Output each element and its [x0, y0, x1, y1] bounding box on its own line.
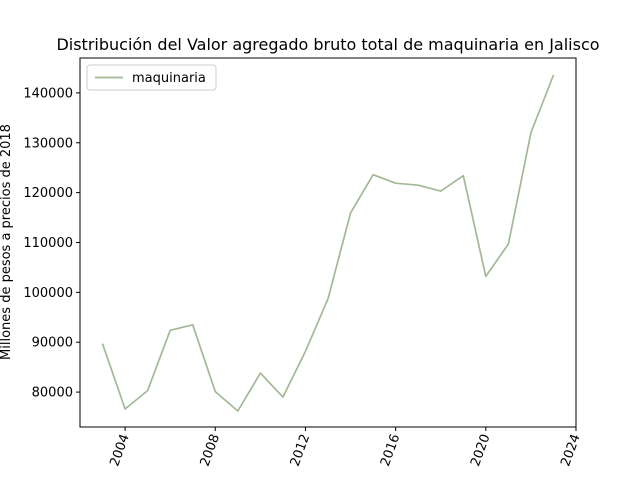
x-tick-label: 2004: [107, 432, 132, 468]
x-tick-label: 2016: [378, 432, 403, 468]
y-tick-label: 130000: [23, 136, 73, 151]
plot-area: 80000 90000 100000 110000 120000 130000 140000…: [23, 57, 584, 468]
y-tick-label: 110000: [23, 236, 73, 251]
x-tick-label: 2020: [468, 432, 493, 468]
y-tick-label: 140000: [23, 86, 73, 101]
y-tick-label: 100000: [23, 286, 73, 301]
y-tick-label: 90000: [32, 336, 73, 351]
series-line-maquinaria: [101, 74, 555, 412]
chart-title: Distribución del Valor agregado bruto to…: [56, 35, 599, 54]
y-tick-label: 80000: [32, 386, 73, 401]
legend-box: [86, 64, 217, 91]
x-tick-label: 2012: [288, 432, 313, 468]
x-tick-label: 2008: [198, 432, 223, 468]
y-tick-label: 120000: [23, 186, 73, 201]
x-tick-label: 2024: [558, 432, 583, 468]
y-axis-label: Millones de pesos a precios de 2018: [0, 124, 14, 360]
legend-entry: maquinaria: [132, 71, 206, 86]
